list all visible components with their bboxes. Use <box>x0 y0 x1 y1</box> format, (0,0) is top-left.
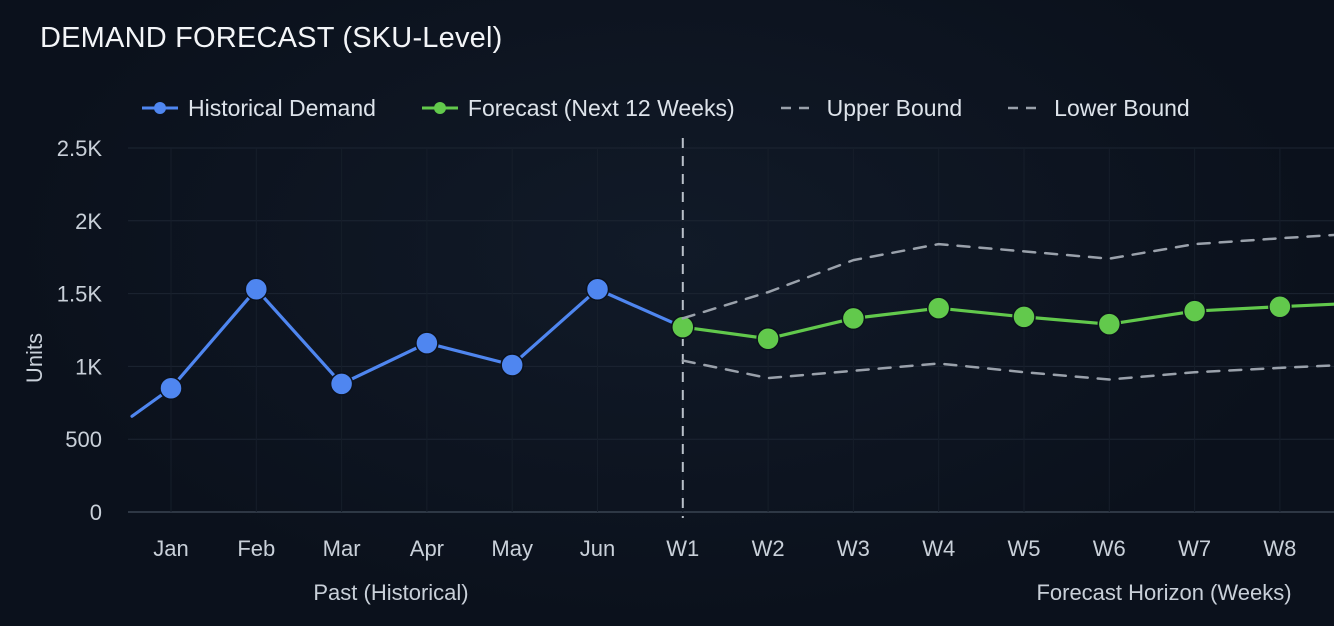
x-tick-label: Jun <box>580 536 615 561</box>
x-tick-label: May <box>491 536 533 561</box>
x-tick-label: W5 <box>1008 536 1041 561</box>
data-point-forecast-next-12-weeks <box>1182 299 1207 323</box>
group-label-forecast: Forecast Horizon (Weeks) <box>1036 580 1291 605</box>
data-point-historical-demand <box>159 376 183 400</box>
x-tick-label: Mar <box>323 536 361 561</box>
legend-swatch-historical <box>142 102 178 114</box>
legend-label-lower-bound: Lower Bound <box>1054 94 1190 121</box>
data-point-forecast-next-12-weeks <box>841 306 866 331</box>
legend-swatch-forecast <box>421 102 458 114</box>
y-tick-label: 1K <box>75 354 102 379</box>
legend-swatch-lower-bound <box>1008 106 1045 110</box>
axis-layer: 0 500 1K 1.5K 2K 2.5K Jan Feb Mar Apr May Jun W1 W2 W3… <box>22 136 1296 605</box>
grid-layer <box>128 147 1334 513</box>
legend-swatch-upper-bound <box>780 106 817 110</box>
data-point-historical-demand <box>329 372 354 396</box>
legend-item-upper-bound[interactable]: Upper Bound <box>779 94 963 122</box>
series-line-historical-demand <box>130 287 685 418</box>
x-tick-label: W2 <box>752 536 785 561</box>
y-tick-label: 500 <box>65 427 102 452</box>
x-tick-label: W4 <box>922 536 955 561</box>
legend-item-forecast[interactable]: Forecast (Next 12 Weeks) <box>420 95 735 122</box>
y-tick-label: 2K <box>75 209 102 234</box>
data-point-forecast-next-12-weeks <box>671 315 695 339</box>
chart-title: DEMAND FORECAST (SKU-Level) <box>40 22 503 54</box>
group-label-past: Past (Historical) <box>313 580 468 605</box>
legend-item-historical[interactable]: Historical Demand <box>140 95 376 122</box>
data-point-forecast-next-12-weeks <box>1097 312 1122 336</box>
legend-label-upper-bound: Upper Bound <box>826 94 963 121</box>
data-point-forecast-next-12-weeks <box>926 296 951 320</box>
series-line-upper-bound <box>681 233 1334 320</box>
series-line-forecast-next-12-weeks <box>681 302 1334 341</box>
x-tick-label: W6 <box>1093 536 1126 561</box>
series-line-lower-bound <box>681 359 1334 381</box>
x-tick-label: W3 <box>837 536 870 561</box>
data-point-forecast-next-12-weeks <box>756 326 780 351</box>
y-tick-label: 0 <box>90 500 102 525</box>
x-tick-label: W1 <box>666 536 699 561</box>
legend-marker-historical <box>154 102 166 114</box>
data-point-historical-demand <box>585 277 610 301</box>
legend-label-historical: Historical Demand <box>188 94 376 121</box>
x-tick-label: Jan <box>153 536 188 561</box>
x-tick-label: W8 <box>1263 536 1296 561</box>
x-tick-label: Feb <box>237 536 275 561</box>
data-point-forecast-next-12-weeks <box>1268 294 1292 319</box>
data-point-historical-demand <box>500 353 524 377</box>
legend-item-lower-bound[interactable]: Lower Bound <box>1006 95 1190 122</box>
legend-marker-forecast <box>433 102 446 114</box>
x-tick-label: Apr <box>410 536 444 561</box>
data-point-historical-demand <box>244 277 269 301</box>
y-axis-title: Units <box>22 333 47 383</box>
legend-label-forecast: Forecast (Next 12 Weeks) <box>467 94 735 121</box>
chart-legend: Historical Demand Forecast (Next 12 Week… <box>140 90 1190 126</box>
data-point-historical-demand <box>415 331 439 355</box>
y-tick-label: 1.5K <box>57 282 103 307</box>
x-tick-label: W7 <box>1178 536 1211 561</box>
y-tick-label: 2.5K <box>57 136 103 161</box>
series-layer <box>130 233 1334 418</box>
data-point-forecast-next-12-weeks <box>1012 305 1036 329</box>
